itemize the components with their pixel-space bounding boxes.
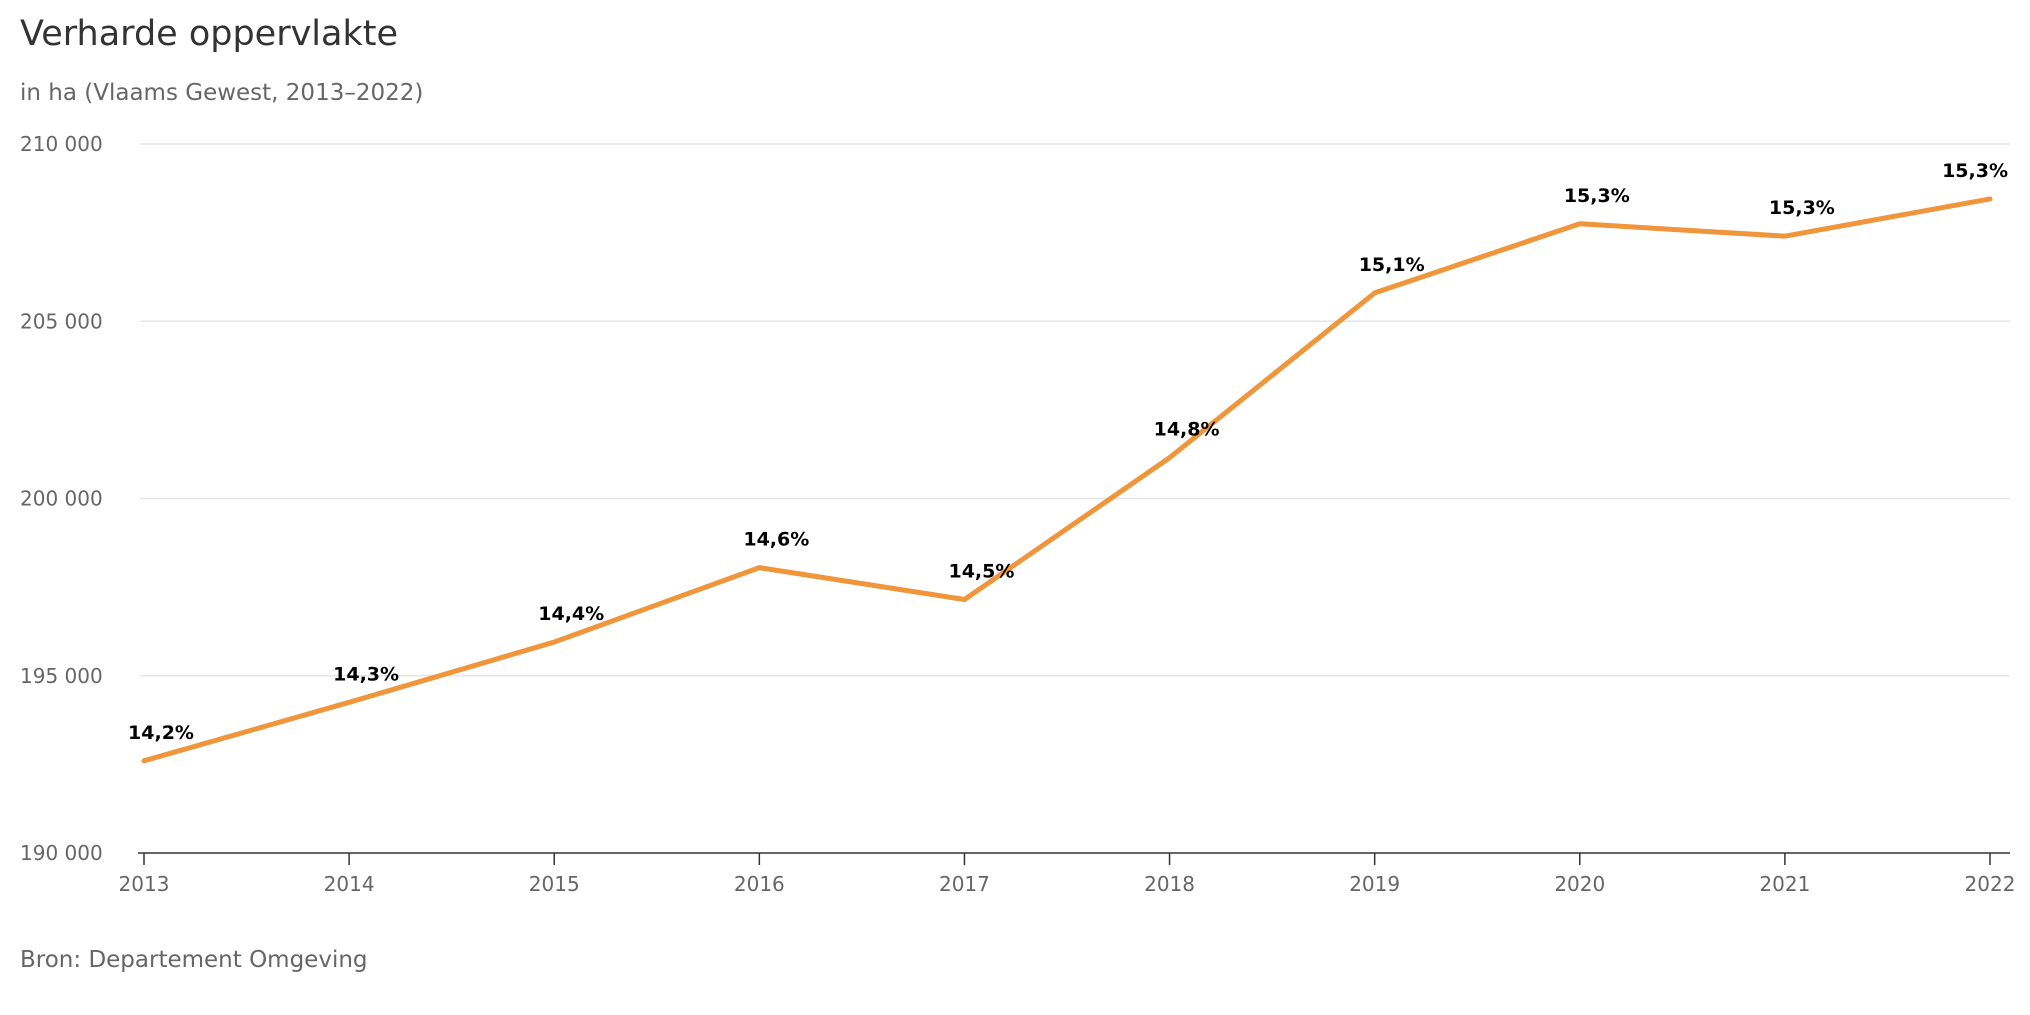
y-tick-label: 195 000 [20,664,103,688]
x-tick-label: 2017 [939,872,990,896]
data-label: 14,3% [333,663,399,685]
y-tick-label: 210 000 [20,132,103,156]
y-tick-label: 200 000 [20,487,103,511]
chart-title: Verharde oppervlakte [20,14,398,54]
data-label: 14,5% [948,561,1014,583]
gridlines [140,143,2010,677]
data-label: 14,8% [1154,419,1220,441]
series [141,196,1993,764]
data-label: 14,6% [743,529,809,551]
chart-source: Bron: Departement Omgeving [20,947,368,973]
x-tick-label: 2014 [324,872,375,896]
data-labels: 14,2% 14,3% 14,4% 14,6% 14,5% 14,8% 15,1% 15,3%… [128,160,2008,744]
x-tick-label: 2019 [1349,872,1400,896]
data-label: 15,1% [1359,254,1425,276]
x-tick-label: 2022 [1965,872,2016,896]
y-axis-ticks: 190 000 195 000 200 000 205 000 210 000 [20,132,103,865]
x-tick-label: 2020 [1554,872,1605,896]
data-label: 15,3% [1564,185,1630,207]
x-tick-label: 2018 [1144,872,1195,896]
y-tick-label: 190 000 [20,841,103,865]
x-tick-label: 2021 [1759,872,1810,896]
series-line [141,196,1993,764]
data-label: 15,3% [1769,197,1835,219]
x-axis: 2013 2014 2015 2016 2017 2018 2019 2020 2021 2022 [119,852,2016,896]
x-tick-label: 2016 [734,872,785,896]
chart-subtitle: in ha (Vlaams Gewest, 2013–2022) [20,80,424,106]
x-tick-label: 2013 [119,872,170,896]
data-label: 15,3% [1942,160,2008,182]
x-tick-label: 2015 [529,872,580,896]
data-label: 14,4% [538,603,604,625]
data-label: 14,2% [128,722,194,744]
y-tick-label: 205 000 [20,309,103,333]
